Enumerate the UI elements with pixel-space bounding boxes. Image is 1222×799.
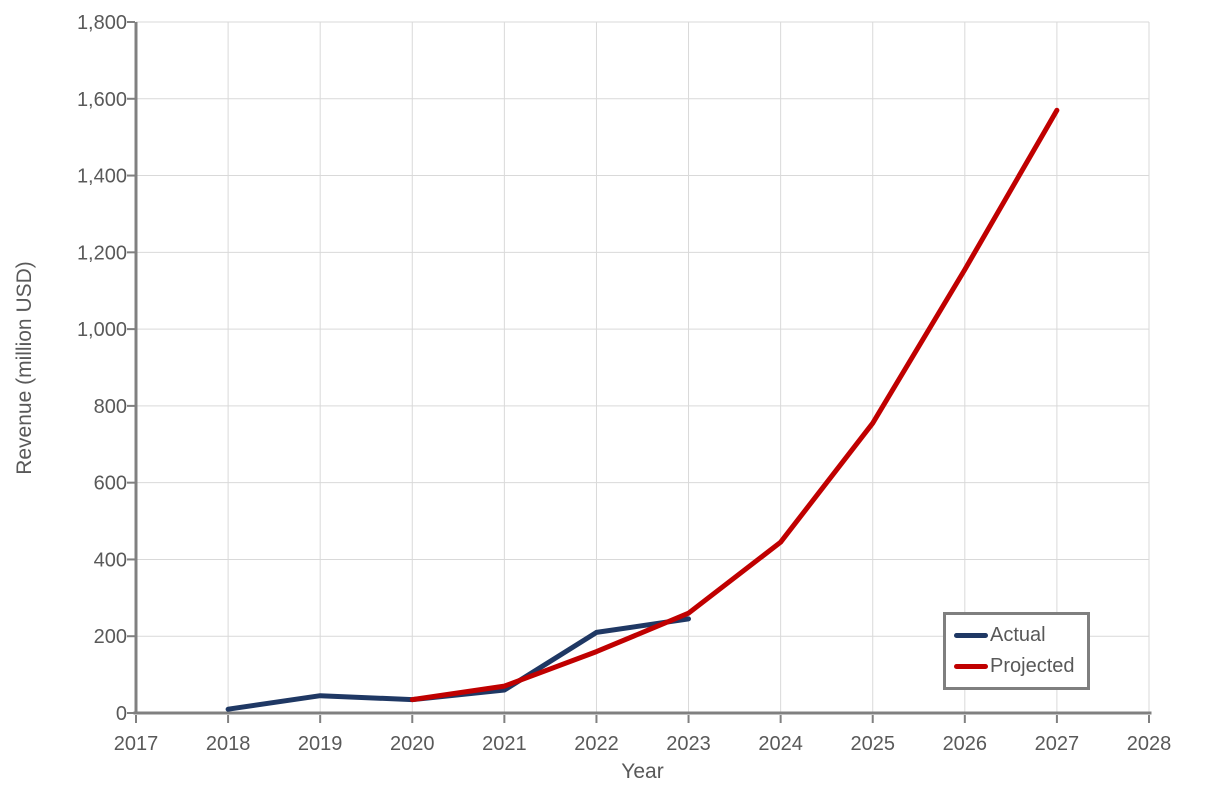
y-tick-label: 1,800 <box>77 12 127 34</box>
x-tick-label: 2021 <box>482 733 527 755</box>
x-tick-label: 2024 <box>758 733 803 755</box>
gridlines <box>136 21 1150 713</box>
legend-label-projected: Projected <box>990 655 1075 678</box>
legend: Actual Projected <box>943 612 1090 690</box>
tick-labels: 0 200 400 600 800 1,000 1,200 1,400 1,600 1,800 20… <box>77 12 1171 755</box>
axes <box>127 21 1152 723</box>
x-tick-label: 2026 <box>943 733 988 755</box>
y-tick-label: 1,200 <box>77 242 127 264</box>
y-tick-label: 200 <box>94 626 127 648</box>
x-tick-label: 2023 <box>666 733 711 755</box>
x-tick-label: 2017 <box>114 733 159 755</box>
x-axis-title: Year <box>621 760 664 783</box>
x-tick-label: 2018 <box>206 733 251 755</box>
actual-line-swatch <box>954 632 988 638</box>
y-tick-label: 0 <box>116 703 127 725</box>
y-tick-label: 400 <box>94 549 127 571</box>
series-lines <box>225 107 1060 712</box>
series-line-actual <box>225 616 691 712</box>
x-tick-label: 2019 <box>298 733 343 755</box>
series-line-projected <box>409 107 1060 703</box>
y-tick-label: 1,000 <box>77 319 127 341</box>
y-tick-label: 800 <box>94 396 127 418</box>
x-tick-label: 2028 <box>1127 733 1172 755</box>
x-tick-label: 2025 <box>850 733 895 755</box>
y-axis-title: Revenue (million USD) <box>13 261 36 475</box>
y-tick-label: 1,600 <box>77 89 127 111</box>
legend-item-projected: Projected <box>954 655 1087 678</box>
x-tick-label: 2020 <box>390 733 435 755</box>
projected-line-swatch <box>954 664 988 670</box>
legend-item-actual: Actual <box>954 624 1087 647</box>
x-tick-label: 2022 <box>574 733 619 755</box>
x-tick-label: 2027 <box>1035 733 1080 755</box>
y-tick-label: 600 <box>94 473 127 495</box>
y-tick-label: 1,400 <box>77 166 127 188</box>
legend-label-actual: Actual <box>990 623 1046 646</box>
